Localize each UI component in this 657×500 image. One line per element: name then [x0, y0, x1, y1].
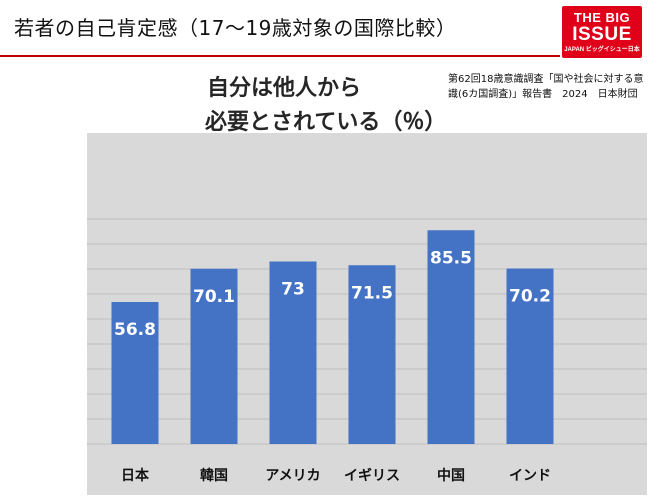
x-tick-label: イギリス [344, 467, 400, 484]
bar-value-label: 85.5 [430, 248, 472, 268]
x-tick-label: インド [509, 468, 551, 484]
source-note: 第62回18歳意識調査「国や社会に対する意 識(6カ国調査)」報告書 2024 … [448, 72, 650, 102]
bar-value-label: 70.2 [509, 287, 551, 307]
page-title: 若者の自己肯定感（17〜19歳対象の国際比較） [14, 16, 457, 40]
header-rule [0, 55, 560, 57]
bar [427, 230, 475, 444]
source-line-2: 識(6カ国調査)」報告書 2024 日本財団 [448, 89, 638, 100]
bar-chart: 56.8 日本 70.1 韓国 73 アメリカ 71.5 イギリス 85.5 中国 70.2 インド [87, 218, 647, 484]
x-tick-label: 中国 [437, 467, 465, 484]
logo-line-3: JAPAN ビッグイシュー日本 [564, 47, 640, 53]
chart-plot-area: 56.8 日本 70.1 韓国 73 アメリカ 71.5 イギリス 85.5 中国 70.2 インド [87, 133, 647, 495]
bar [111, 302, 159, 444]
x-tick-label: 韓国 [200, 467, 228, 484]
logo-line-2: ISSUE [572, 24, 632, 45]
chart-title: 自分は他人から 必要とされている（％） [205, 72, 446, 140]
bar [348, 265, 396, 444]
bar-value-label: 70.1 [193, 287, 235, 307]
bar [190, 268, 238, 444]
x-tick-label: アメリカ [265, 468, 320, 484]
chart-title-line-2: 必要とされている（％） [205, 110, 447, 135]
bar [269, 261, 317, 444]
bar-value-label: 73 [281, 280, 305, 300]
x-tick-label: 日本 [121, 467, 150, 484]
bar-value-label: 71.5 [351, 283, 393, 303]
logo-line-1: THE BIG [573, 10, 631, 25]
source-line-1: 第62回18歳意識調査「国や社会に対する意 [448, 74, 644, 85]
bar-value-label: 56.8 [114, 320, 156, 340]
big-issue-logo: THE BIG ISSUE JAPAN ビッグイシュー日本 [562, 6, 642, 58]
bar [506, 268, 554, 444]
chart-title-line-1: 自分は他人から [207, 76, 362, 101]
